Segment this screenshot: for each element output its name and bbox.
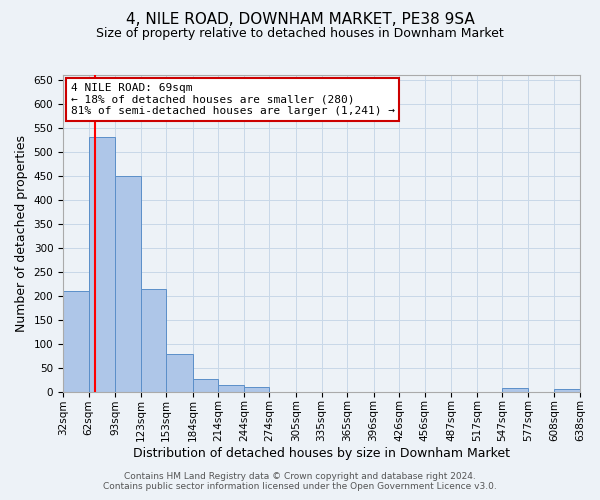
- Bar: [89, 138, 115, 392]
- X-axis label: Distribution of detached houses by size in Downham Market: Distribution of detached houses by size …: [133, 447, 510, 460]
- Bar: [218, 385, 244, 392]
- Bar: [140, 288, 166, 392]
- Bar: [502, 388, 528, 392]
- Bar: [554, 390, 580, 392]
- Bar: [166, 354, 193, 392]
- Y-axis label: Number of detached properties: Number of detached properties: [15, 135, 28, 332]
- Bar: [115, 176, 140, 392]
- Bar: [63, 291, 89, 392]
- Text: Contains HM Land Registry data © Crown copyright and database right 2024.
Contai: Contains HM Land Registry data © Crown c…: [103, 472, 497, 491]
- Bar: [244, 387, 269, 392]
- Text: 4 NILE ROAD: 69sqm
← 18% of detached houses are smaller (280)
81% of semi-detach: 4 NILE ROAD: 69sqm ← 18% of detached hou…: [71, 83, 395, 116]
- Bar: [193, 378, 218, 392]
- Text: 4, NILE ROAD, DOWNHAM MARKET, PE38 9SA: 4, NILE ROAD, DOWNHAM MARKET, PE38 9SA: [125, 12, 475, 28]
- Text: Size of property relative to detached houses in Downham Market: Size of property relative to detached ho…: [96, 28, 504, 40]
